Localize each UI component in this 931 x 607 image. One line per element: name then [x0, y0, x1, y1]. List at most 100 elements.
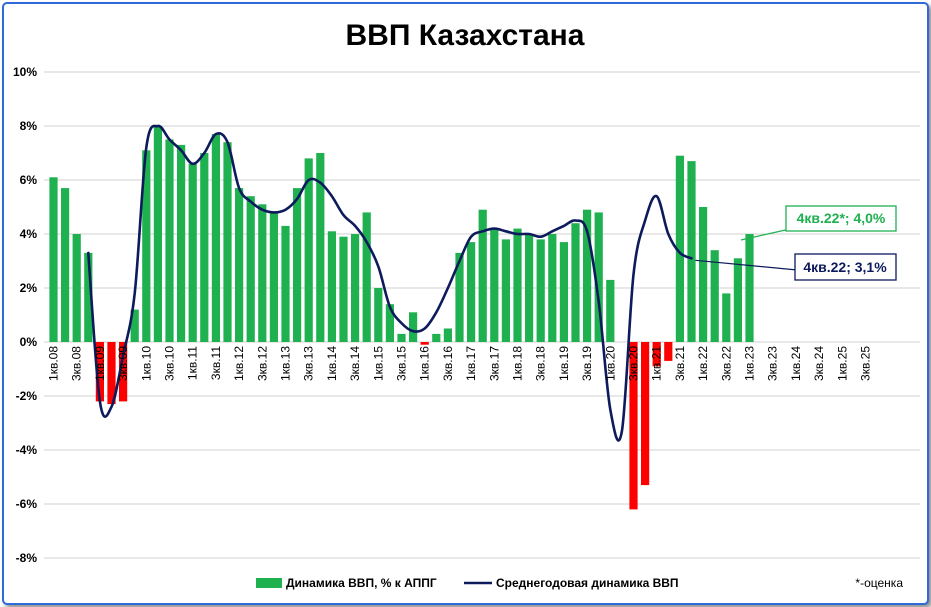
- y-tick-label: 6%: [20, 173, 38, 187]
- bar: [490, 228, 499, 342]
- x-tick-label: 1кв.13: [279, 346, 293, 381]
- bar: [362, 212, 371, 342]
- x-tick-label: 1кв.21: [650, 346, 664, 381]
- bar: [594, 212, 603, 342]
- x-tick-label: 3кв.25: [859, 346, 873, 381]
- y-tick-label: 4%: [20, 227, 38, 241]
- y-tick-label: -2%: [16, 389, 38, 403]
- y-tick-label: -4%: [16, 443, 38, 457]
- bar: [153, 126, 162, 342]
- callout-leader: [740, 228, 791, 241]
- callout-box: [794, 253, 897, 281]
- x-tick-label: 3кв.18: [534, 346, 548, 381]
- bar: [583, 209, 592, 342]
- y-tick-label: 2%: [20, 281, 38, 295]
- bar: [513, 228, 522, 342]
- x-tick-label: 1кв.19: [557, 346, 571, 381]
- bar: [409, 312, 418, 342]
- x-tick-label: 3кв.21: [673, 346, 687, 381]
- bar: [699, 207, 708, 342]
- bar: [675, 155, 684, 342]
- chart-title: ВВП Казахстана: [346, 19, 585, 52]
- bar: [385, 304, 394, 342]
- x-tick-label: 3кв.19: [580, 346, 594, 381]
- x-axis: 1кв.08 3кв.08 1кв.09 3кв.09 1кв.10 3кв.10 1кв.…: [47, 346, 873, 381]
- bar: [235, 188, 244, 342]
- footnote: *-оценка: [855, 576, 903, 590]
- bar: [246, 196, 255, 342]
- x-tick-label: 3кв.08: [70, 346, 84, 381]
- x-tick-label: 1кв.08: [47, 346, 61, 381]
- bar: [119, 342, 128, 402]
- y-tick-label: -6%: [16, 497, 38, 511]
- y-tick-label: -8%: [16, 551, 38, 565]
- callout-leader: [695, 259, 798, 271]
- bar: [107, 342, 116, 405]
- x-tick-label: 1кв.16: [418, 346, 432, 381]
- x-tick-label: 1кв.14: [325, 346, 339, 381]
- y-axis: 10% 8% 6% 4% 2% 0% -2% -4% -6% -8%: [13, 65, 37, 565]
- x-tick-label: 3кв.15: [395, 346, 409, 381]
- bar: [61, 188, 70, 342]
- x-tick-label: 3кв.09: [116, 346, 130, 381]
- bar: [559, 242, 568, 342]
- bar: [629, 342, 638, 510]
- bar: [316, 153, 325, 342]
- bar: [467, 242, 476, 342]
- bar: [432, 333, 441, 342]
- callout-label-average: 4кв.22; 3,1%: [803, 259, 887, 275]
- bar: [339, 236, 348, 342]
- x-tick-label: 3кв.14: [348, 346, 362, 381]
- bar: [211, 134, 220, 342]
- x-tick-label: 1кв.22: [696, 346, 710, 381]
- bar: [258, 204, 267, 342]
- bar: [745, 234, 754, 342]
- legend: Динамика ВВП, % к АППГ Среднегодовая дина…: [256, 576, 679, 590]
- legend-label-line: Среднегодовая динамика ВВП: [496, 576, 679, 590]
- bar: [165, 139, 174, 342]
- legend-swatch-bars: [256, 578, 282, 588]
- x-tick-label: 3кв.13: [302, 346, 316, 381]
- bar: [664, 342, 673, 361]
- x-tick-label: 1кв.18: [511, 346, 525, 381]
- x-tick-label: 3кв.20: [627, 346, 641, 381]
- y-tick-label: 8%: [20, 119, 38, 133]
- x-tick-label: 3кв.11: [209, 346, 223, 380]
- callout-label-estimate: 4кв.22*; 4,0%: [797, 210, 886, 226]
- x-tick-label: 3кв.23: [766, 346, 780, 381]
- bar: [177, 144, 186, 342]
- bar: [293, 188, 302, 342]
- bar: [710, 250, 719, 342]
- y-tick-label: 0%: [20, 335, 38, 349]
- x-tick-label: 1кв.17: [464, 346, 478, 381]
- bar: [130, 309, 139, 342]
- x-tick-label: 3кв.17: [487, 346, 501, 381]
- x-tick-label: 3кв.16: [441, 346, 455, 381]
- bar: [652, 342, 661, 367]
- bar: [49, 177, 58, 342]
- x-tick-label: 3кв.12: [255, 346, 269, 381]
- bar: [142, 150, 151, 342]
- x-tick-label: 1кв.23: [743, 346, 757, 381]
- bar: [641, 342, 650, 486]
- grid-lines: [44, 71, 920, 559]
- bar: [420, 342, 429, 345]
- bar: [200, 153, 209, 342]
- bars-group: [49, 126, 754, 510]
- bar: [397, 333, 406, 342]
- legend-label-bars: Динамика ВВП, % к АППГ: [286, 576, 437, 590]
- bar: [455, 252, 464, 342]
- bar: [606, 279, 615, 342]
- bar: [72, 234, 81, 342]
- x-tick-label: 3кв.10: [163, 346, 177, 381]
- bar: [722, 293, 731, 342]
- x-tick-label: 3кв.24: [812, 346, 826, 381]
- x-tick-label: 1кв.20: [603, 346, 617, 381]
- callout-box: [785, 205, 897, 232]
- bar: [374, 288, 383, 342]
- bar: [571, 223, 580, 342]
- x-tick-label: 1кв.09: [93, 346, 107, 381]
- bar: [223, 142, 232, 342]
- x-tick-label: 1кв.24: [789, 346, 803, 381]
